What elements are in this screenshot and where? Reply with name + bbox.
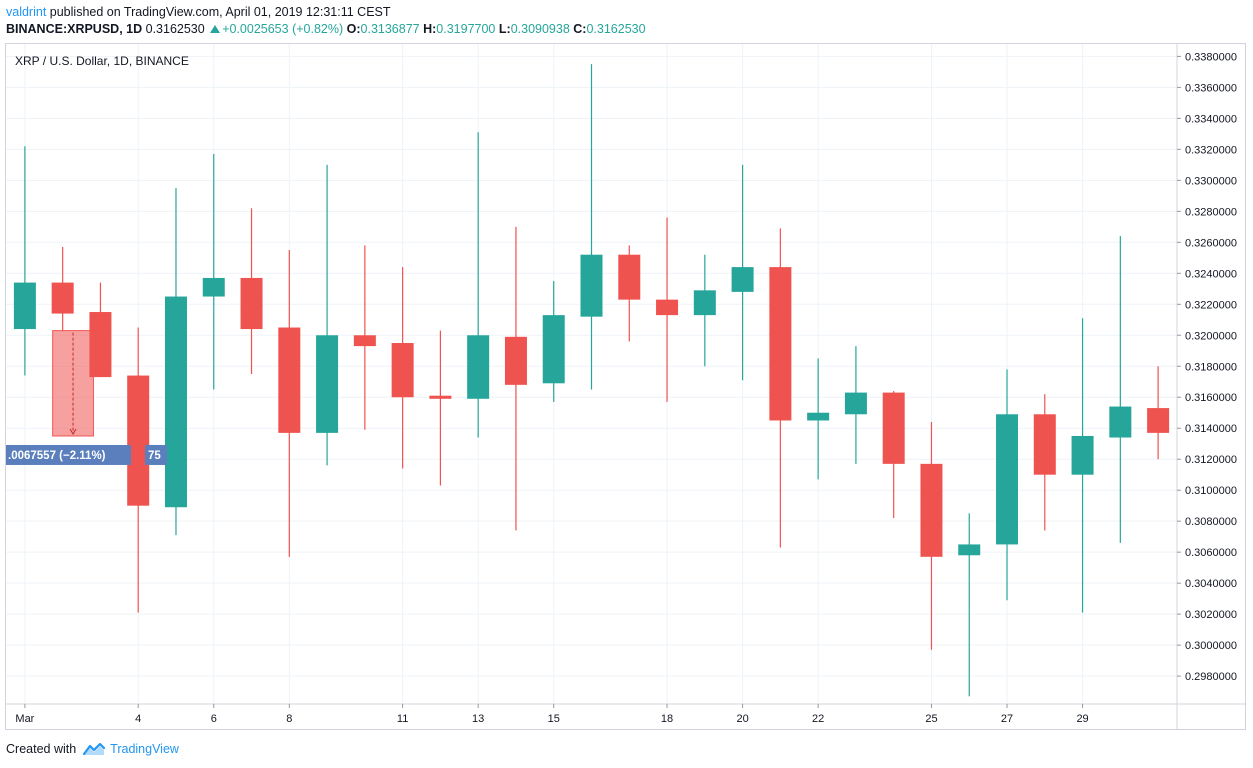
candle-body [51, 282, 74, 314]
y-tick-label: 0.3140000 [1185, 423, 1237, 435]
close-value: 0.3162530 [586, 22, 646, 36]
symbol-label: BINANCE:XRPUSD, 1D [6, 22, 143, 36]
x-tick-label: 18 [661, 713, 673, 725]
high-value: 0.3197700 [436, 22, 496, 36]
chart-title: XRP / U.S. Dollar, 1D, BINANCE [15, 54, 189, 68]
y-tick-label: 0.3040000 [1185, 578, 1237, 590]
open-value: 0.3136877 [360, 22, 420, 36]
y-tick-label: 0.3180000 [1185, 361, 1237, 373]
measure-arrow-head [69, 428, 77, 435]
candle-body [656, 299, 679, 316]
y-tick-label: 0.3100000 [1185, 485, 1237, 497]
candle-body [202, 277, 225, 297]
y-tick-label: 0.3340000 [1185, 113, 1237, 125]
high-label: H: [423, 22, 437, 36]
candle-body [278, 327, 301, 433]
candle-body [391, 343, 414, 398]
x-tick-label: 29 [1076, 713, 1088, 725]
y-tick-label: 0.3000000 [1185, 640, 1237, 652]
candle-body [731, 267, 754, 292]
x-tick-label: 25 [925, 713, 937, 725]
candle-body [164, 296, 187, 508]
candle-body [693, 290, 716, 316]
y-tick-label: 0.3240000 [1185, 268, 1237, 280]
publish-info: valdrint published on TradingView.com, A… [6, 5, 391, 19]
y-tick-label: 0.3200000 [1185, 330, 1237, 342]
author-link[interactable]: valdrint [6, 5, 47, 19]
y-tick-label: 0.3120000 [1185, 454, 1237, 466]
y-tick-label: 0.3220000 [1185, 299, 1237, 311]
x-tick-label: 4 [135, 713, 141, 725]
candle-body [1033, 414, 1056, 475]
last-price: 0.3162530 [145, 22, 205, 36]
x-tick-label: 13 [472, 713, 484, 725]
candle-body [542, 315, 565, 384]
x-tick-label: 15 [548, 713, 560, 725]
measure-label-tail-bg [145, 444, 167, 465]
x-tick-label: 6 [211, 713, 217, 725]
low-value: 0.3090938 [510, 22, 570, 36]
candle-body [958, 544, 981, 556]
candle-body [807, 412, 830, 421]
y-tick-label: 0.3020000 [1185, 609, 1237, 621]
y-tick-label: 0.3160000 [1185, 392, 1237, 404]
publish-text: published on TradingView.com, April 01, … [49, 5, 391, 19]
candle-body [882, 392, 905, 464]
open-label: O: [346, 22, 361, 36]
tradingview-logo-icon [82, 742, 105, 756]
footer: Created with TradingView [6, 742, 179, 756]
candle-body [844, 392, 867, 415]
candle-body [353, 335, 376, 347]
up-arrow-icon [210, 25, 221, 33]
chart-frame [5, 43, 1246, 730]
created-with-text: Created with [6, 742, 77, 756]
y-tick-label: 0.3320000 [1185, 144, 1237, 156]
low-label: L: [498, 22, 511, 36]
x-tick-label: 27 [1001, 713, 1013, 725]
measure-label-bg [6, 444, 131, 465]
y-tick-label: 0.3280000 [1185, 206, 1237, 218]
x-tick-label: 11 [397, 713, 408, 725]
measure-label: .0067557 (−2.11%) [8, 450, 106, 462]
y-tick-label: 0.2980000 [1185, 671, 1237, 683]
candle-body [618, 254, 641, 300]
ohlc-legend: BINANCE:XRPUSD, 1D 0.3162530 +0.0025653 … [6, 22, 646, 36]
candle-body [467, 335, 490, 399]
candle-body [1109, 406, 1132, 438]
candle-body [429, 395, 452, 399]
candle-body [13, 282, 36, 330]
close-label: C: [573, 22, 587, 36]
candle-body [127, 375, 150, 506]
candle-body [89, 312, 112, 378]
y-tick-label: 0.3300000 [1185, 175, 1237, 187]
candle-body [580, 254, 603, 317]
candle-body [1147, 408, 1170, 433]
y-tick-label: 0.3360000 [1185, 82, 1237, 94]
measure-label-tail: 75 [148, 450, 161, 462]
y-tick-label: 0.3260000 [1185, 237, 1237, 249]
y-tick-label: 0.3060000 [1185, 547, 1237, 559]
y-tick-label: 0.3380000 [1185, 51, 1237, 63]
x-tick-label: 22 [812, 713, 824, 725]
candle-body [920, 463, 943, 557]
candle-body [316, 335, 339, 433]
candle-body [504, 336, 527, 385]
candle-body [1071, 435, 1094, 475]
y-tick-label: 0.3080000 [1185, 516, 1237, 528]
x-tick-label: Mar [15, 713, 34, 725]
candle-body [769, 267, 792, 421]
x-tick-label: 20 [736, 713, 748, 725]
tradingview-link[interactable]: TradingView [110, 742, 179, 756]
price-change: +0.0025653 (+0.82%) [222, 22, 344, 36]
x-tick-label: 8 [286, 713, 292, 725]
candle-body [240, 277, 263, 330]
candle-body [996, 414, 1019, 545]
